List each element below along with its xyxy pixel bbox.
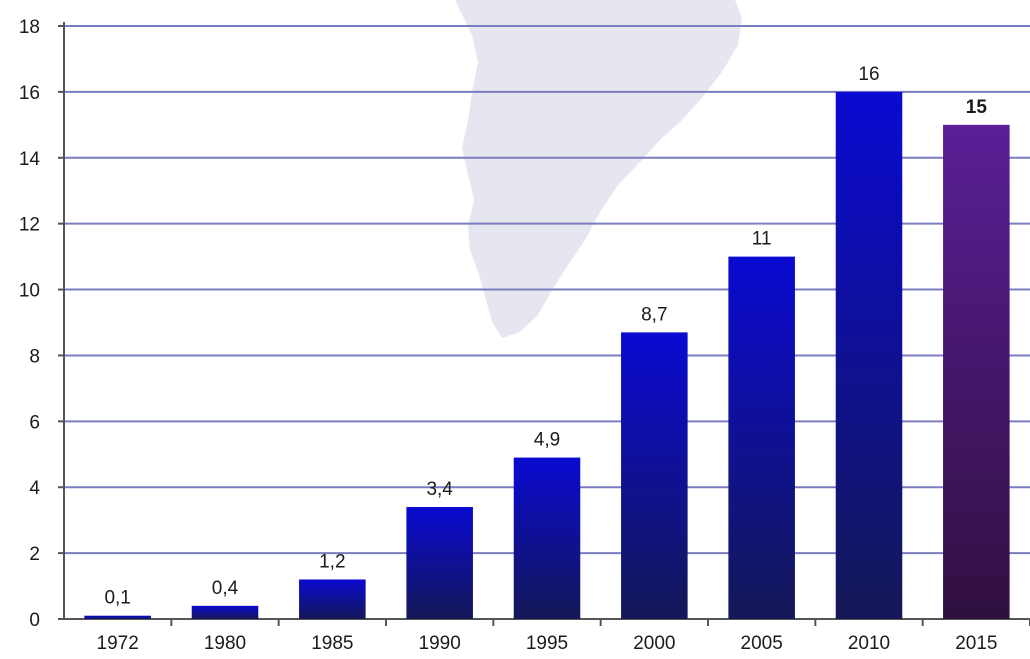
x-tick-label: 1995	[526, 633, 568, 654]
y-tick-label: 2	[29, 544, 40, 565]
data-label-1985: 1,2	[319, 551, 345, 572]
y-tick-label: 4	[29, 478, 40, 499]
data-label-1980: 0,4	[212, 578, 239, 599]
x-tick-label: 1985	[311, 633, 353, 654]
x-tick-label: 2015	[955, 633, 997, 654]
bar-1995	[513, 457, 581, 619]
x-tick-label: 1990	[419, 633, 461, 654]
data-label-1972: 0,1	[104, 588, 130, 609]
gridlines	[64, 25, 1030, 555]
bar-1980	[191, 605, 259, 619]
bar-1985	[299, 579, 366, 619]
background-map-silhouette	[455, 0, 742, 338]
x-tick-label: 1980	[204, 633, 246, 654]
data-label-2010: 16	[858, 64, 879, 85]
y-tick-label: 0	[29, 610, 40, 631]
y-tick-label: 8	[29, 346, 40, 367]
data-label-1990: 3,4	[426, 479, 453, 500]
y-tick-label: 16	[19, 83, 40, 104]
y-tick-label: 6	[29, 412, 40, 433]
y-tick-label: 14	[19, 149, 41, 170]
y-tick-label: 10	[19, 281, 40, 302]
bar-1972	[84, 615, 151, 619]
x-tick-label: 2010	[848, 633, 890, 654]
bar-2005	[728, 256, 795, 619]
data-label-2000: 8,7	[641, 304, 667, 325]
bar-2010	[835, 91, 903, 619]
bars	[84, 91, 1010, 619]
data-label-2005: 11	[752, 229, 772, 250]
bar-2000	[621, 332, 688, 619]
x-tick-label: 2005	[741, 633, 783, 654]
data-label-2015: 15	[966, 97, 988, 118]
x-tick-label: 1972	[97, 633, 139, 654]
labels: 0 2 4 6 8 10 12 14 16 18 1972 0,1 1980 0,4 1985 1,2 1990…	[19, 17, 998, 654]
bar-1990	[406, 506, 473, 619]
y-tick-label: 18	[19, 17, 40, 38]
y-tick-label: 12	[19, 215, 40, 236]
x-tick-label: 2000	[633, 633, 675, 654]
bar-2015	[943, 124, 1010, 619]
data-label-1995: 4,9	[534, 430, 560, 451]
